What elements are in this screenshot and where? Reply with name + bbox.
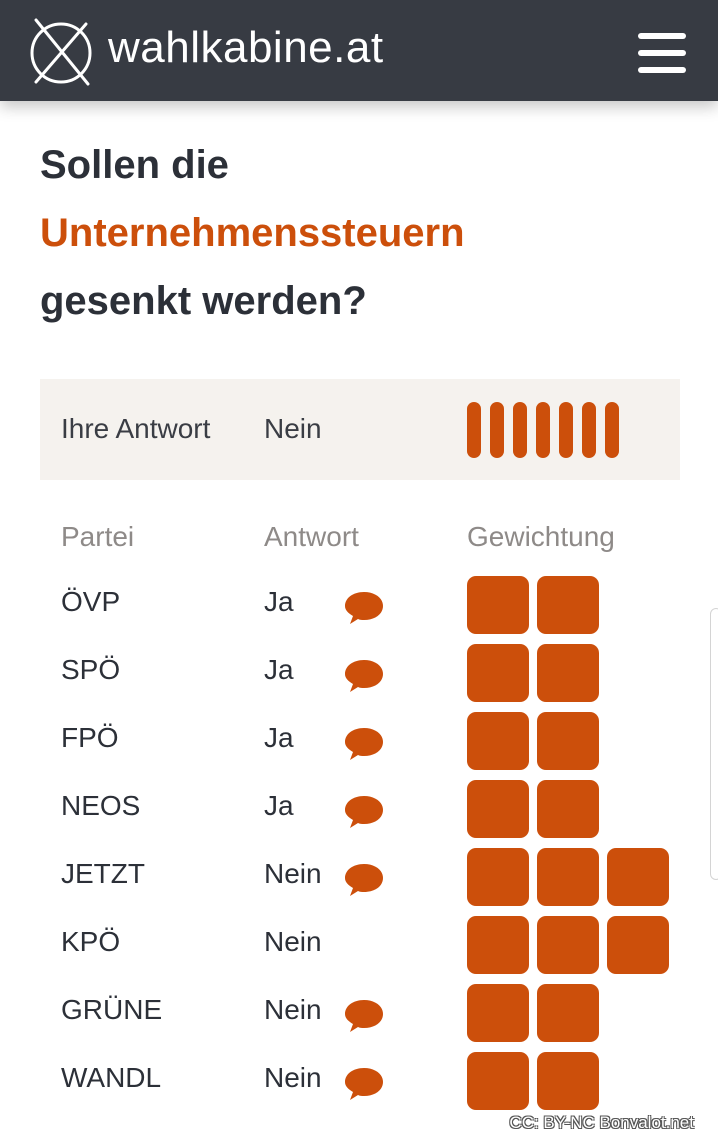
weight-block (607, 848, 669, 906)
comment-bubble-icon[interactable] (344, 997, 384, 1035)
your-weight-bar (536, 402, 550, 458)
table-row: SPÖ Ja (0, 644, 718, 704)
weight-block (607, 916, 669, 974)
weight-block (467, 848, 529, 906)
party-answer: Nein (264, 994, 322, 1025)
column-header-weight: Gewichtung (467, 521, 615, 552)
your-answer-value[interactable]: Nein (264, 413, 322, 444)
column-header-party: Partei (61, 521, 135, 552)
your-weight-bar (513, 402, 527, 458)
table-row: FPÖ Ja (0, 712, 718, 772)
party-name: NEOS (61, 790, 141, 821)
your-weight-bar (559, 402, 573, 458)
party-answer: Nein (264, 1062, 322, 1093)
weight-block (537, 848, 599, 906)
party-name: ÖVP (61, 586, 121, 617)
hamburger-menu-icon[interactable] (638, 33, 686, 73)
question-topic: Unternehmenssteuern (40, 211, 465, 255)
party-name: SPÖ (61, 654, 121, 685)
your-weight-bar (490, 402, 504, 458)
scrollbar[interactable] (710, 608, 718, 880)
party-answer: Ja (264, 790, 294, 821)
table-row: JETZT Nein (0, 848, 718, 908)
party-name: GRÜNE (61, 994, 163, 1025)
party-answer: Ja (264, 586, 294, 617)
party-name: KPÖ (61, 926, 121, 957)
weight-block (467, 984, 529, 1042)
party-name: JETZT (61, 858, 145, 889)
table-row: WANDL Nein (0, 1052, 718, 1112)
party-name: FPÖ (61, 722, 119, 753)
question-line-3: gesenkt werden? (40, 279, 367, 323)
your-weight-indicator[interactable] (467, 402, 627, 458)
question-heading: Sollen die Unternehmenssteuern gesenkt w… (40, 142, 680, 346)
weight-block (467, 644, 529, 702)
weight-block (537, 644, 599, 702)
party-name: WANDL (61, 1062, 162, 1093)
credit-watermark: CC: BY-NC Bonvalot.net (509, 1113, 694, 1132)
your-answer-label: Ihre Antwort (61, 413, 211, 444)
your-weight-bar (605, 402, 619, 458)
brand-name[interactable]: wahlkabine.at (108, 23, 384, 72)
party-answer: Ja (264, 654, 294, 685)
weight-block (537, 780, 599, 838)
weight-block (537, 576, 599, 634)
weight-block (467, 576, 529, 634)
weight-block (537, 712, 599, 770)
your-weight-bar (467, 402, 481, 458)
column-header-answer: Antwort (264, 521, 359, 552)
weight-block (537, 1052, 599, 1110)
comment-bubble-icon[interactable] (344, 725, 384, 763)
top-bar: wahlkabine.at (0, 0, 718, 101)
weight-block (467, 712, 529, 770)
table-row: NEOS Ja (0, 780, 718, 840)
ballot-cross-icon[interactable] (28, 16, 96, 88)
your-weight-bar (582, 402, 596, 458)
table-row: ÖVP Ja (0, 576, 718, 636)
table-row: GRÜNE Nein (0, 984, 718, 1044)
comment-bubble-icon[interactable] (344, 657, 384, 695)
weight-block (467, 780, 529, 838)
question-line-1: Sollen die (40, 143, 229, 187)
weight-block (537, 916, 599, 974)
comment-bubble-icon[interactable] (344, 861, 384, 899)
comment-bubble-icon[interactable] (344, 793, 384, 831)
weight-block (467, 916, 529, 974)
comment-bubble-icon[interactable] (344, 1065, 384, 1103)
your-answer-panel: Ihre Antwort Nein (40, 379, 680, 480)
weight-block (467, 1052, 529, 1110)
weight-block (537, 984, 599, 1042)
party-answer: Ja (264, 722, 294, 753)
party-answer: Nein (264, 926, 322, 957)
table-row: KPÖ Nein (0, 916, 718, 976)
party-answer: Nein (264, 858, 322, 889)
comment-bubble-icon[interactable] (344, 589, 384, 627)
